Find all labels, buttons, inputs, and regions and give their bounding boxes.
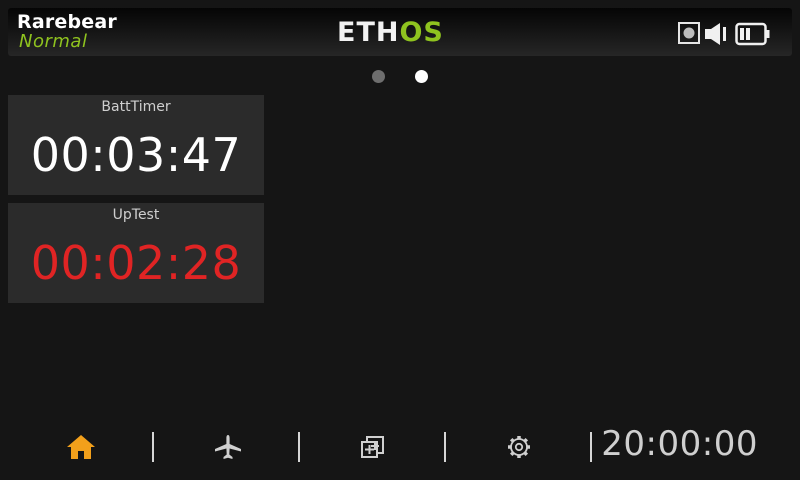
nav-divider	[590, 432, 592, 462]
status-icons	[678, 22, 782, 46]
timer-value: 00:03:47	[30, 128, 242, 182]
model-button[interactable]	[198, 430, 258, 464]
nav-divider	[298, 432, 300, 462]
system-button[interactable]	[489, 430, 549, 464]
page-dot-2-active[interactable]	[415, 70, 428, 83]
page-dot-1[interactable]	[372, 70, 385, 83]
record-icon[interactable]	[678, 22, 700, 48]
timer-value-alert: 00:02:28	[30, 236, 242, 290]
timer-label: UpTest	[112, 207, 160, 223]
timer-label: BattTimer	[101, 99, 171, 115]
airplane-icon	[215, 435, 241, 459]
battery-icon[interactable]	[735, 22, 771, 50]
home-icon	[67, 435, 95, 459]
flight-mode: Normal	[19, 31, 88, 52]
timer-widget-batttimer[interactable]: BattTimer 00:03:47	[8, 95, 264, 195]
screens-button[interactable]	[343, 430, 403, 464]
logo-os: OS	[399, 17, 444, 48]
nav-divider	[444, 432, 446, 462]
home-button[interactable]	[51, 430, 111, 464]
ethos-logo: ETHOS	[337, 18, 444, 48]
model-name[interactable]: Rarebear	[17, 11, 117, 33]
add-widget-icon	[361, 436, 384, 458]
logo-eth: ETH	[337, 17, 400, 48]
speaker-icon[interactable]	[704, 22, 730, 50]
top-bar: Rarebear Normal ETHOS	[8, 8, 792, 56]
timer-widget-uptest[interactable]: UpTest 00:02:28	[8, 203, 264, 303]
clock: 20:00:00	[601, 424, 758, 464]
settings-icon	[508, 436, 530, 458]
nav-divider	[152, 432, 154, 462]
